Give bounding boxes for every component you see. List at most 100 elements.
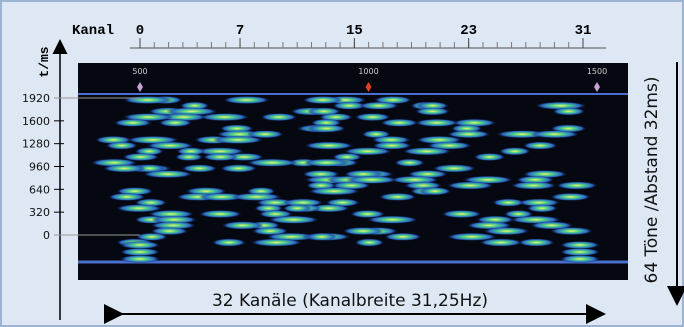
image-scale-label: 1000	[358, 67, 378, 76]
tone-blob	[345, 175, 398, 184]
tone-blob	[308, 187, 361, 196]
tone-blob	[122, 153, 160, 161]
y-tick-label: 1920	[22, 92, 50, 105]
spectrogram	[78, 63, 628, 280]
tone-blob	[268, 215, 319, 224]
tone-blob	[361, 130, 391, 139]
tone-blob	[202, 153, 239, 161]
tone-blob	[359, 101, 399, 110]
tone-blob	[418, 187, 451, 196]
tone-blob	[151, 215, 198, 224]
y-tick-label: 0	[43, 229, 50, 242]
caption-right: 64 Töne /Abstand 32ms)	[642, 77, 662, 284]
tone-blob	[560, 255, 600, 263]
tone-blob	[518, 238, 555, 247]
tone-blob	[303, 158, 350, 167]
tone-blob	[105, 141, 138, 150]
tone-blob	[372, 141, 412, 150]
tone-blob	[416, 101, 449, 110]
tone-blob	[523, 141, 558, 150]
tone-blob	[550, 227, 593, 236]
tone-blob	[306, 232, 337, 241]
tone-blob	[446, 232, 497, 241]
y-tick-label: 1280	[22, 138, 50, 151]
tone-blob	[415, 118, 459, 127]
tone-blob	[120, 241, 160, 249]
tone-blob	[196, 147, 245, 156]
tone-blob	[479, 238, 523, 247]
tone-blob	[250, 238, 303, 247]
tone-blob	[415, 107, 450, 116]
tone-blob	[116, 204, 162, 213]
ruler-tick-label: 7	[236, 23, 244, 39]
tone-blob	[384, 232, 422, 241]
image-scale-label: 1500	[587, 67, 607, 76]
tone-blob	[158, 118, 192, 127]
tone-blob	[402, 147, 452, 156]
tone-blob	[212, 238, 246, 247]
ruler-tick-label: 23	[460, 23, 477, 39]
tone-blob	[560, 248, 600, 256]
ruler-tick-label: 0	[136, 23, 144, 39]
tone-blob	[560, 241, 600, 249]
tone-blob	[113, 118, 152, 127]
tone-blob	[120, 248, 160, 256]
tone-blob	[252, 227, 289, 236]
tone-blob	[354, 113, 391, 122]
tone-blob	[550, 192, 591, 201]
y-tick-label: 960	[29, 161, 50, 174]
tone-blob	[492, 198, 525, 207]
tone-blob	[394, 158, 425, 167]
tone-blob	[530, 130, 580, 139]
tone-blob	[198, 192, 245, 201]
tone-blob	[302, 96, 343, 104]
y-axis-label: t/ms	[37, 46, 52, 77]
image-scale-marker	[137, 82, 143, 92]
tone-blob	[526, 204, 558, 213]
tone-blob	[174, 153, 204, 161]
tone-blob	[246, 158, 298, 167]
tone-blob	[499, 147, 531, 156]
ruler-tick-label: 31	[575, 23, 592, 39]
tone-blob	[556, 181, 598, 190]
y-tick-label: 640	[29, 183, 50, 196]
tone-blob	[123, 96, 173, 104]
tone-blob	[150, 221, 196, 230]
tone-blob	[247, 130, 284, 139]
image-scale-marker	[594, 82, 600, 92]
tone-blob	[136, 232, 168, 241]
tone-blob	[366, 215, 418, 224]
ruler-tick-label: 15	[346, 23, 363, 39]
tone-blob	[221, 221, 264, 230]
tone-blob	[343, 147, 392, 156]
tone-blob	[150, 227, 189, 236]
tone-blob	[371, 135, 411, 144]
tone-blob	[354, 238, 385, 247]
tone-blob	[378, 192, 417, 201]
tone-blob	[342, 227, 384, 236]
tone-blob	[304, 141, 354, 150]
tone-blob	[432, 164, 476, 173]
tone-blob	[350, 210, 386, 218]
tone-blob	[220, 164, 257, 173]
tone-blob	[146, 141, 194, 150]
tone-blob	[441, 210, 482, 218]
tone-blob	[260, 113, 298, 122]
tone-blob	[332, 101, 367, 110]
tone-blob	[199, 113, 250, 122]
tone-blob	[108, 192, 146, 201]
y-tick-label: 320	[29, 206, 50, 219]
image-scale-marker	[365, 82, 372, 92]
tone-blob	[142, 170, 193, 179]
y-tick-label: 1600	[22, 115, 50, 128]
tone-blob	[223, 96, 270, 104]
tone-blob	[198, 210, 242, 218]
tone-blob	[510, 181, 557, 190]
tone-blob	[307, 124, 346, 133]
tone-blob	[120, 255, 160, 263]
tone-blob	[212, 135, 264, 144]
tone-blob	[427, 141, 472, 150]
ruler-label: Kanal	[72, 23, 114, 39]
tone-blob	[483, 227, 530, 236]
tone-blob	[473, 153, 506, 161]
